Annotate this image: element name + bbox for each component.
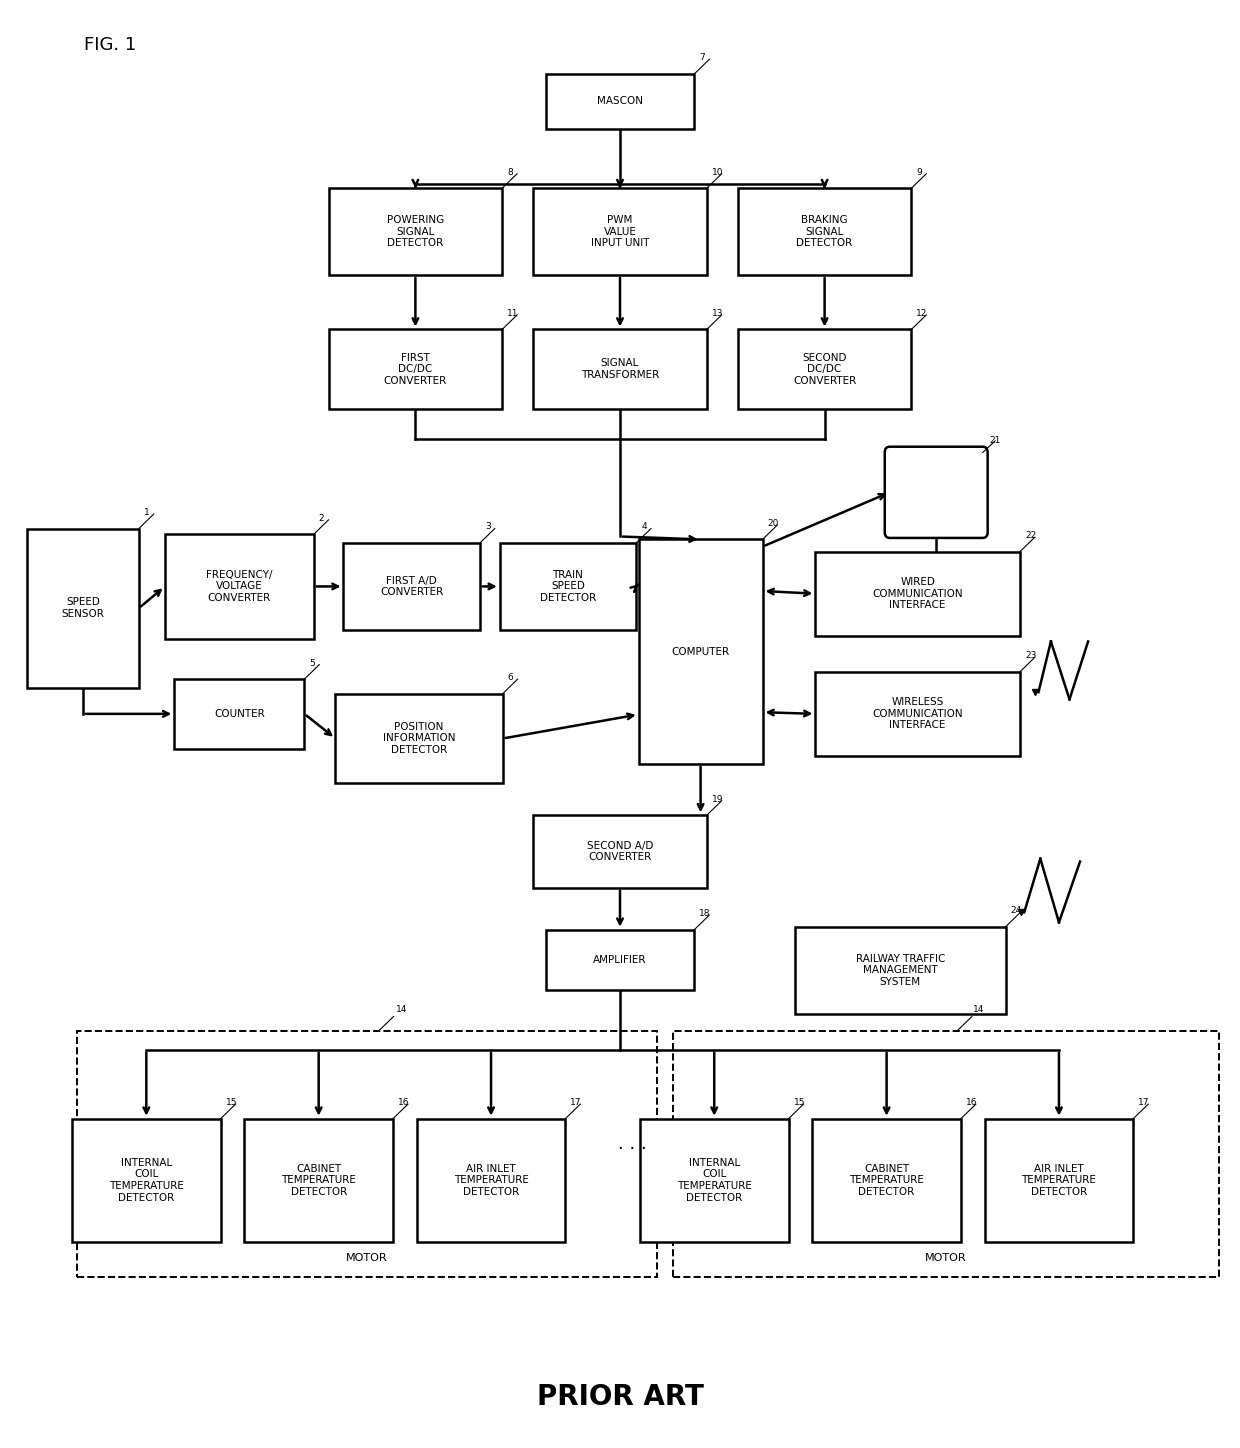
Text: FIRST
DC/DC
CONVERTER: FIRST DC/DC CONVERTER (383, 353, 448, 385)
FancyBboxPatch shape (885, 446, 987, 537)
Bar (329, 188, 502, 275)
Text: PWM
VALUE
INPUT UNIT: PWM VALUE INPUT UNIT (590, 216, 650, 248)
Bar (816, 672, 1019, 756)
Text: 19: 19 (712, 795, 723, 804)
Text: 14: 14 (396, 1005, 408, 1014)
Text: 13: 13 (712, 308, 723, 319)
Text: TRAIN
SPEED
DETECTOR: TRAIN SPEED DETECTOR (539, 571, 596, 602)
Text: 8: 8 (507, 168, 513, 177)
Text: WIRED
COMMUNICATION
INTERFACE: WIRED COMMUNICATION INTERFACE (872, 578, 963, 610)
Text: AMPLIFIER: AMPLIFIER (593, 956, 647, 964)
Bar (174, 679, 305, 749)
Text: FIG. 1: FIG. 1 (84, 36, 136, 54)
Bar (343, 543, 480, 630)
Text: FREQUENCY/
VOLTAGE
CONVERTER: FREQUENCY/ VOLTAGE CONVERTER (206, 571, 273, 602)
Bar (533, 815, 707, 888)
Text: . . .: . . . (618, 1135, 647, 1153)
Text: POSITION
INFORMATION
DETECTOR: POSITION INFORMATION DETECTOR (383, 723, 455, 754)
Text: SIGNAL
TRANSFORMER: SIGNAL TRANSFORMER (580, 359, 660, 379)
Bar (500, 543, 636, 630)
Bar (640, 1119, 789, 1242)
Text: 2: 2 (319, 514, 325, 523)
Bar (639, 539, 763, 765)
Bar (329, 329, 502, 408)
Text: 3: 3 (485, 523, 491, 531)
Bar (812, 1119, 961, 1242)
Text: MOTOR: MOTOR (346, 1253, 388, 1263)
Bar (673, 1031, 1219, 1277)
Text: MASCON: MASCON (596, 97, 644, 106)
Bar (72, 1119, 221, 1242)
Text: 15: 15 (794, 1098, 805, 1106)
Bar (738, 188, 911, 275)
Text: 6: 6 (508, 673, 513, 682)
Bar (533, 188, 707, 275)
Text: WIRELESS
COMMUNICATION
INTERFACE: WIRELESS COMMUNICATION INTERFACE (872, 698, 963, 730)
Text: PRIOR ART: PRIOR ART (537, 1383, 703, 1412)
Text: SECOND A/D
CONVERTER: SECOND A/D CONVERTER (587, 841, 653, 862)
Text: INTERNAL
COIL
TEMPERATURE
DETECTOR: INTERNAL COIL TEMPERATURE DETECTOR (109, 1158, 184, 1202)
Text: 11: 11 (507, 308, 518, 319)
Text: 5: 5 (310, 659, 315, 668)
Text: BRAKING
SIGNAL
DETECTOR: BRAKING SIGNAL DETECTOR (796, 216, 853, 248)
Text: POWERING
SIGNAL
DETECTOR: POWERING SIGNAL DETECTOR (387, 216, 444, 248)
Bar (417, 1119, 565, 1242)
Text: AIR INLET
TEMPERATURE
DETECTOR: AIR INLET TEMPERATURE DETECTOR (1022, 1164, 1096, 1196)
Text: 16: 16 (398, 1098, 409, 1106)
Text: 17: 17 (1138, 1098, 1149, 1106)
Text: 1: 1 (144, 508, 150, 517)
Text: 14: 14 (973, 1005, 985, 1014)
Text: SPEED
SENSOR: SPEED SENSOR (62, 598, 104, 618)
Bar (77, 1031, 657, 1277)
Text: 20: 20 (768, 518, 779, 527)
Text: CABINET
TEMPERATURE
DETECTOR: CABINET TEMPERATURE DETECTOR (849, 1164, 924, 1196)
Bar (985, 1119, 1133, 1242)
Text: INTERNAL
COIL
TEMPERATURE
DETECTOR: INTERNAL COIL TEMPERATURE DETECTOR (677, 1158, 751, 1202)
Text: 10: 10 (712, 168, 723, 177)
Text: MOTOR: MOTOR (925, 1253, 967, 1263)
Text: 12: 12 (916, 308, 928, 319)
Bar (27, 529, 139, 688)
Text: 21: 21 (990, 436, 1001, 446)
Text: 24: 24 (1011, 906, 1022, 915)
Text: CABINET
TEMPERATURE
DETECTOR: CABINET TEMPERATURE DETECTOR (281, 1164, 356, 1196)
Bar (165, 534, 314, 639)
Text: 18: 18 (699, 909, 711, 918)
Text: RAILWAY TRAFFIC
MANAGEMENT
SYSTEM: RAILWAY TRAFFIC MANAGEMENT SYSTEM (856, 954, 945, 986)
Text: 9: 9 (916, 168, 923, 177)
Bar (244, 1119, 393, 1242)
Text: SECOND
DC/DC
CONVERTER: SECOND DC/DC CONVERTER (792, 353, 857, 385)
Text: 17: 17 (570, 1098, 582, 1106)
Bar (335, 694, 503, 783)
Bar (533, 329, 707, 408)
Text: 23: 23 (1025, 652, 1037, 660)
Text: 7: 7 (699, 54, 706, 62)
Text: FIRST A/D
CONVERTER: FIRST A/D CONVERTER (379, 576, 444, 597)
Bar (546, 930, 694, 990)
Bar (795, 927, 1006, 1014)
Text: COUNTER: COUNTER (215, 710, 264, 718)
Text: 16: 16 (966, 1098, 977, 1106)
Text: 4: 4 (641, 523, 647, 531)
Text: 22: 22 (1025, 531, 1037, 540)
Text: 15: 15 (226, 1098, 237, 1106)
Text: AIR INLET
TEMPERATURE
DETECTOR: AIR INLET TEMPERATURE DETECTOR (454, 1164, 528, 1196)
Bar (816, 552, 1019, 636)
Bar (738, 329, 911, 408)
Bar (546, 74, 694, 129)
Text: COMPUTER: COMPUTER (672, 647, 729, 656)
